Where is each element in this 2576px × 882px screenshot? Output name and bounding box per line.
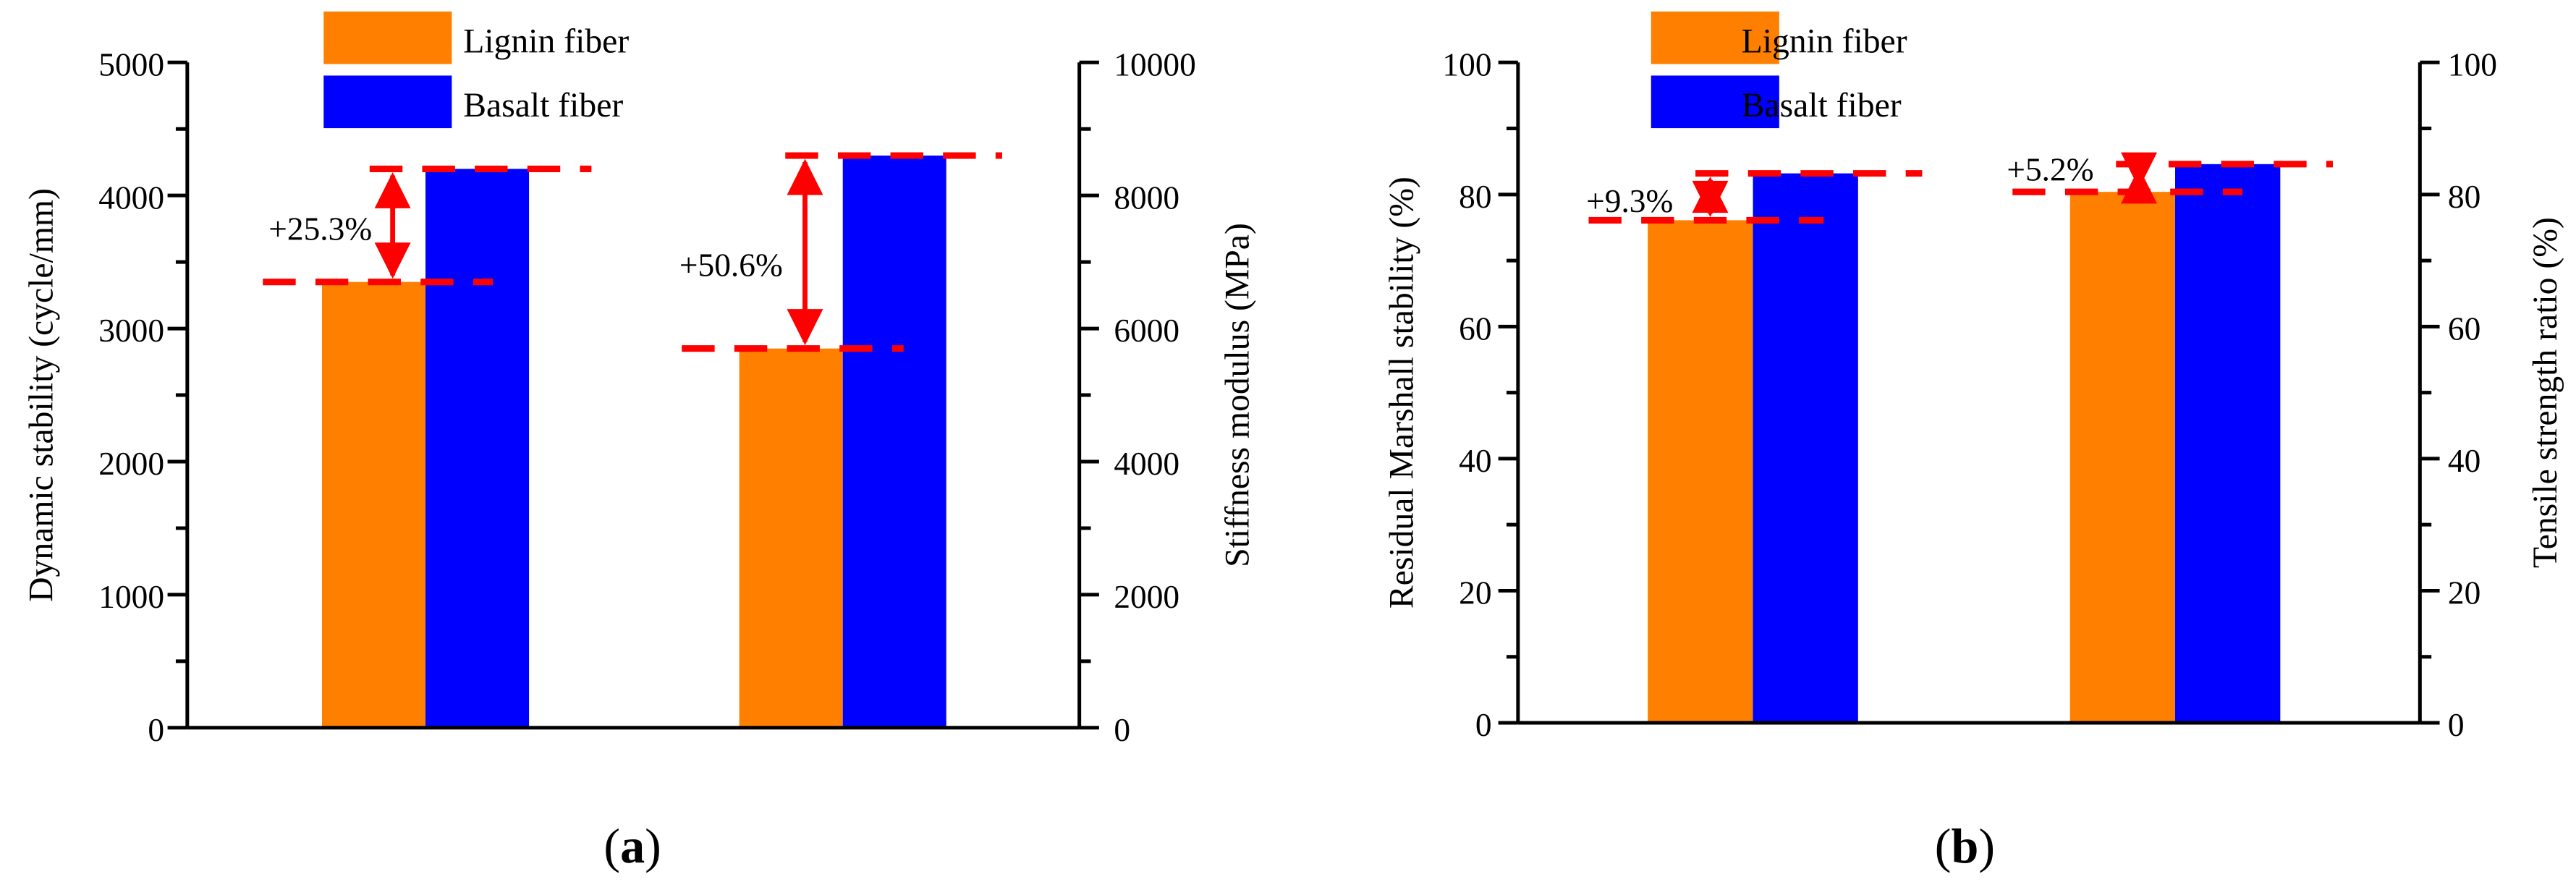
left-tick-label: 4000: [98, 179, 164, 216]
right-tick-label: 4000: [1114, 446, 1179, 482]
bar-lignin-fiber-left: [1648, 220, 1753, 723]
right-tick-label: 0: [1114, 712, 1130, 748]
legend-label-lignin: Lignin fiber: [463, 23, 629, 61]
right-tick-label: 6000: [1114, 313, 1179, 349]
percent-increase-label: +5.2%: [2007, 152, 2093, 188]
left-tick-label: 5000: [98, 46, 164, 82]
arrow-head-down: [1692, 180, 1729, 217]
left-tick-label: 20: [1459, 575, 1491, 611]
bar-basalt-fiber-right: [842, 156, 946, 728]
percent-increase-label: +9.3%: [1586, 183, 1673, 219]
left-tick-label: 1000: [98, 579, 164, 615]
panel-letter: b: [1951, 818, 1978, 873]
right-tick-label: 60: [2448, 311, 2480, 347]
arrow-head-up: [374, 171, 411, 208]
right-tick-label: 0: [2448, 707, 2465, 743]
left-axis-title: Dynamic stability (cycle/mm): [23, 188, 61, 602]
bar-lignin-fiber-right: [2069, 192, 2176, 723]
right-tick-label: 10000: [1114, 46, 1195, 82]
left-tick-label: 100: [1442, 46, 1491, 82]
left-tick-label: 60: [1459, 311, 1491, 347]
legend: Lignin fiber Basalt fiber: [323, 11, 629, 129]
bar-basalt-fiber-left: [425, 169, 530, 728]
arrow-head-down: [787, 309, 823, 346]
right-tick-label: 100: [2448, 46, 2497, 82]
legend-swatch-lignin: [1651, 11, 1779, 64]
left-tick-label: 40: [1459, 443, 1491, 479]
right-tick-label: 80: [2448, 179, 2480, 215]
arrow-head-up: [787, 158, 823, 195]
left-tick-label: 0: [148, 712, 164, 748]
right-tick-label: 40: [2448, 443, 2480, 479]
bar-basalt-fiber-left: [1753, 173, 1858, 723]
right-axis-title: Tensile strength ratio (%): [2527, 217, 2564, 568]
legend-label-basalt: Basalt fiber: [1742, 87, 1902, 124]
percent-increase-label: +50.6%: [679, 247, 783, 283]
bar-lignin-fiber-left: [322, 281, 426, 728]
legend: Lignin fiber Basalt fiber: [1651, 11, 1907, 129]
panel-label: (b): [1935, 818, 1995, 873]
annotation-group: +9.3%: [1586, 170, 1923, 224]
left-tick-label: 0: [1475, 707, 1492, 743]
bar-basalt-fiber-right: [2175, 164, 2281, 723]
left-tick-label: 80: [1459, 179, 1491, 215]
legend-label-lignin: Lignin fiber: [1742, 23, 1907, 61]
legend-swatch-basalt: [323, 75, 452, 129]
axes: [167, 60, 1099, 730]
right-tick-label: 8000: [1114, 179, 1179, 216]
panel-label: (a): [603, 818, 661, 873]
panel-a-chart: 0 1000 2000 3000 4000 5000 0 2000 4000 6000 8000 10…: [23, 11, 1257, 873]
legend-label-basalt: Basalt fiber: [463, 87, 623, 124]
annotation-group: +5.2%: [2007, 152, 2333, 204]
right-axis-title: Stiffness modulus (MPa): [1219, 223, 1257, 567]
panel-letter: a: [620, 818, 645, 873]
arrow-head-down: [374, 242, 411, 279]
annotation-group: +25.3%: [263, 165, 592, 286]
left-tick-label: 2000: [98, 446, 164, 482]
left-tick-label: 3000: [98, 313, 164, 349]
annotation-group: +50.6%: [679, 152, 1002, 352]
axes: [1498, 60, 2440, 725]
legend-swatch-lignin: [323, 11, 452, 64]
left-axis-title: Residual Marshall stability (%): [1384, 177, 1421, 609]
bar-lignin-fiber-right: [739, 348, 843, 728]
legend-swatch-basalt: [1651, 75, 1779, 129]
arrow-head-down: [2121, 152, 2158, 189]
right-tick-label: 20: [2448, 575, 2480, 611]
right-tick-label: 2000: [1114, 579, 1179, 615]
panel-b-chart: 0 20 40 60 80 100 0 20 40 60 80 100 Residual Marshal…: [1384, 11, 2564, 873]
percent-increase-label: +25.3%: [268, 211, 372, 247]
